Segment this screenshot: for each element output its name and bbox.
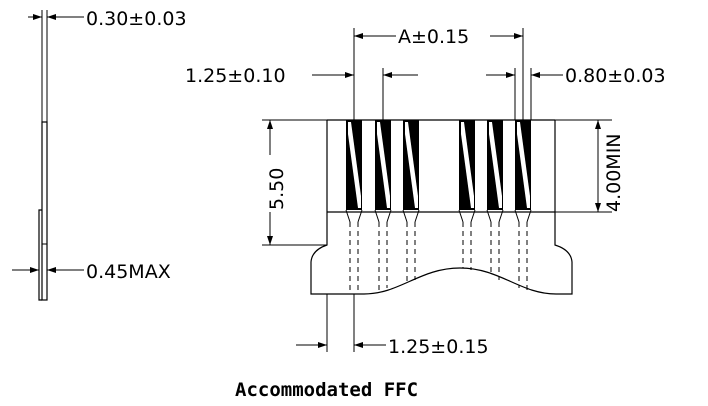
contact-tapers <box>345 209 532 223</box>
pitch-count-label: A±0.15 <box>398 26 469 48</box>
contact-group-left <box>346 120 419 210</box>
edge-offset-label: 1.25±0.15 <box>388 336 489 358</box>
side-view: 0.30±0.03 0.45MAX <box>12 8 187 301</box>
contact-group-right <box>459 120 531 210</box>
stiffener-length-label: 5.50 <box>266 168 288 210</box>
total-thickness-label: 0.45MAX <box>86 261 171 283</box>
film-thickness-label: 0.30±0.03 <box>86 8 187 30</box>
contact-width-label: 0.80±0.03 <box>565 65 666 87</box>
contact-pitch-label: 1.25±0.10 <box>185 65 286 87</box>
exposed-length-label: 4.00MIN <box>603 133 625 212</box>
top-view: A±0.15 1.25±0.10 0.80±0.03 5.50 4.00MIN <box>185 26 666 358</box>
drawing-caption: Accommodated FFC <box>235 379 418 401</box>
hidden-conductors <box>349 222 528 294</box>
